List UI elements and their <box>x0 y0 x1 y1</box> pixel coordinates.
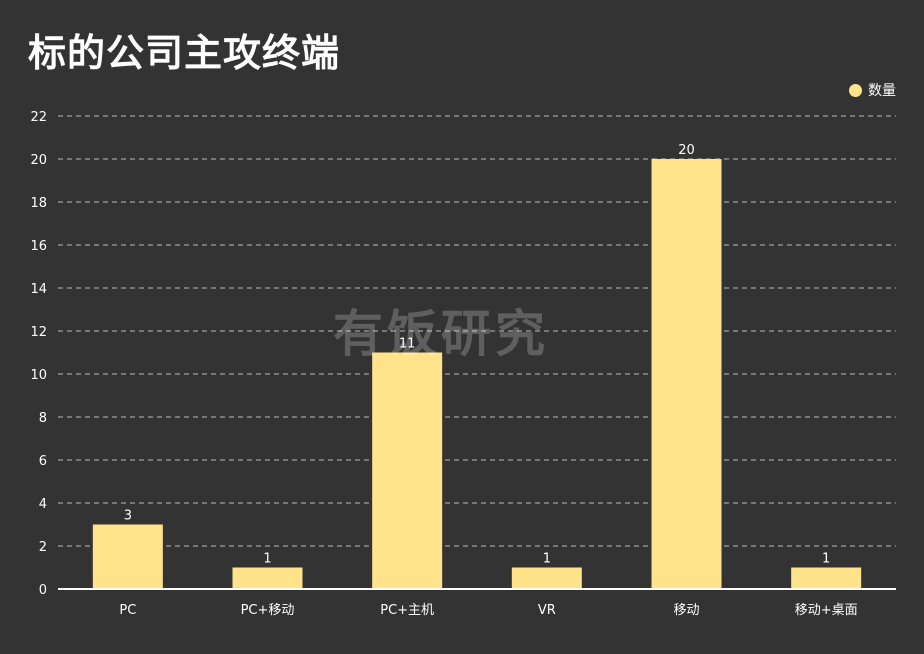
data-label: 1 <box>543 552 551 567</box>
grid-lines <box>58 115 896 547</box>
data-label: 1 <box>822 552 830 567</box>
bar <box>92 524 163 589</box>
x-axis-ticks: PC PC+移动 PC+主机 VR 移动 移动+桌面 <box>119 603 857 618</box>
data-label: 20 <box>678 143 695 158</box>
x-tick-label: VR <box>538 603 556 618</box>
legend-swatch <box>849 83 862 97</box>
y-axis-ticks: 0 2 4 6 8 10 12 14 16 18 20 22 <box>30 110 47 598</box>
y-tick-label: 4 <box>39 497 47 512</box>
bar <box>232 567 303 589</box>
data-label: 1 <box>263 552 271 567</box>
legend: 数量 <box>849 80 896 100</box>
y-tick-label: 12 <box>30 325 47 340</box>
y-tick-label: 22 <box>30 110 47 125</box>
bar <box>511 567 582 589</box>
x-tick-label: PC+主机 <box>380 603 434 618</box>
bar <box>372 352 443 589</box>
y-tick-label: 6 <box>39 454 47 469</box>
bars <box>92 159 862 589</box>
legend-label: 数量 <box>868 83 896 99</box>
y-tick-label: 14 <box>30 282 47 297</box>
y-tick-label: 10 <box>30 368 47 383</box>
x-tick-label: PC <box>119 603 136 618</box>
x-tick-label: PC+移动 <box>241 603 295 618</box>
y-tick-label: 16 <box>30 239 47 254</box>
y-tick-label: 20 <box>30 153 47 168</box>
y-tick-label: 8 <box>39 411 47 426</box>
y-tick-label: 0 <box>39 583 47 598</box>
data-label: 3 <box>124 509 132 524</box>
bar <box>791 567 862 589</box>
x-tick-label: 移动 <box>673 603 699 618</box>
chart-title: 标的公司主攻终端 <box>28 31 341 75</box>
y-tick-label: 2 <box>39 540 47 555</box>
watermark: 有饭研究 <box>333 305 549 363</box>
y-tick-label: 18 <box>30 196 47 211</box>
x-tick-label: 移动+桌面 <box>795 603 858 618</box>
data-label: 11 <box>399 337 416 352</box>
bar <box>651 159 722 589</box>
